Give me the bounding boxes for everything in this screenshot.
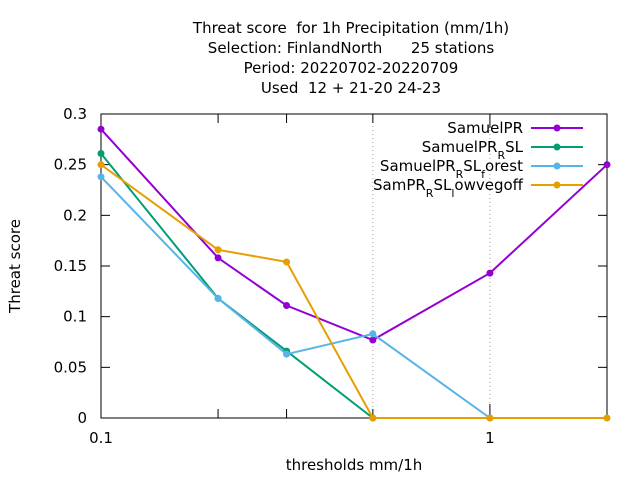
chart-title: Threat score for 1h Precipitation (mm/1h… [192, 19, 509, 97]
data-point [97, 173, 105, 181]
series-lines [97, 125, 611, 422]
legend-label: SamPRRSLlowvegoff [373, 176, 524, 200]
x-tick-label: 1 [485, 429, 495, 447]
data-point [603, 161, 611, 169]
y-axis-label: Threat score [6, 219, 24, 314]
legend-marker [553, 124, 561, 132]
data-point [97, 161, 105, 169]
data-point [486, 269, 494, 277]
axis-ticks: 0 0.05 0.1 0.15 0.2 0.25 0.3 0.1 1 [54, 105, 608, 447]
title-line: Period: 20220702-20220709 [244, 59, 459, 77]
data-point [283, 302, 291, 310]
data-point [214, 294, 222, 302]
data-point [97, 150, 105, 158]
data-point [214, 254, 222, 262]
data-point [603, 414, 611, 422]
series-line [100, 128, 608, 342]
legend-label: SamuelPRRSL [422, 138, 524, 162]
legend-marker [553, 143, 561, 151]
data-point [369, 330, 377, 338]
legend-label: SamuelPRRSLforest [380, 157, 523, 181]
series-line [100, 152, 374, 419]
data-point [486, 414, 494, 422]
y-tick-label: 0.3 [63, 105, 87, 123]
title-line: Threat score for 1h Precipitation (mm/1h… [192, 19, 509, 37]
y-tick-label: 0.2 [63, 206, 87, 224]
y-tick-label: 0.15 [54, 257, 87, 275]
legend-marker [553, 181, 561, 189]
y-tick-label: 0.1 [63, 308, 87, 326]
data-point [369, 336, 377, 344]
data-point [283, 350, 291, 358]
legend: SamuelPRSamuelPRRSLSamuelPRRSLforestSamP… [373, 119, 583, 200]
title-line: Selection: FinlandNorth 25 stations [208, 39, 495, 57]
legend-marker [553, 162, 561, 170]
series-line [100, 176, 491, 419]
x-axis-label: thresholds mm/1h [286, 456, 423, 474]
data-point [283, 258, 291, 266]
legend-label: SamuelPR [447, 119, 523, 137]
x-tick-label: 0.1 [89, 429, 113, 447]
grid-lines [372, 114, 491, 418]
title-line: Used 12 + 21-20 24-23 [261, 79, 441, 97]
y-tick-label: 0 [77, 409, 87, 427]
series-line [100, 163, 607, 419]
data-point [214, 246, 222, 254]
y-tick-label: 0.25 [54, 156, 87, 174]
data-point [369, 414, 377, 422]
data-point [97, 125, 105, 133]
y-tick-label: 0.05 [54, 358, 87, 376]
plot-frame [100, 113, 608, 419]
